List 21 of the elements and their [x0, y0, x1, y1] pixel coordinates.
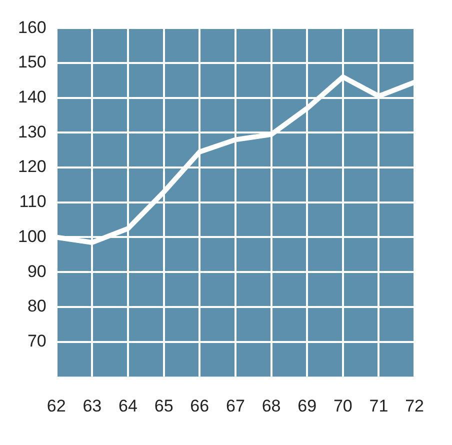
y-tick-label: 100: [18, 226, 46, 246]
y-tick-label: 70: [27, 331, 46, 350]
x-tick-label: 65: [154, 396, 174, 416]
y-tick-label: 160: [18, 18, 46, 37]
y-tick-label: 150: [18, 52, 46, 72]
y-tick-label: 120: [18, 157, 46, 176]
y-tick-label: 90: [27, 262, 46, 281]
x-tick-label: 71: [369, 396, 388, 416]
x-tick-label: 72: [405, 396, 424, 416]
x-tick-label: 69: [298, 396, 317, 416]
x-tick-label: 63: [82, 396, 102, 416]
x-tick-label: 66: [190, 396, 210, 416]
x-tick-label: 64: [118, 396, 138, 416]
y-tick-label: 110: [19, 192, 46, 212]
y-tick-label: 80: [27, 296, 46, 316]
x-tick-label: 70: [333, 396, 352, 416]
x-tick-label: 68: [262, 396, 281, 416]
y-tick-label: 130: [18, 122, 46, 142]
x-tick-label: 67: [226, 396, 245, 416]
x-tick-label: 62: [46, 396, 66, 416]
y-tick-label: 140: [18, 88, 46, 107]
